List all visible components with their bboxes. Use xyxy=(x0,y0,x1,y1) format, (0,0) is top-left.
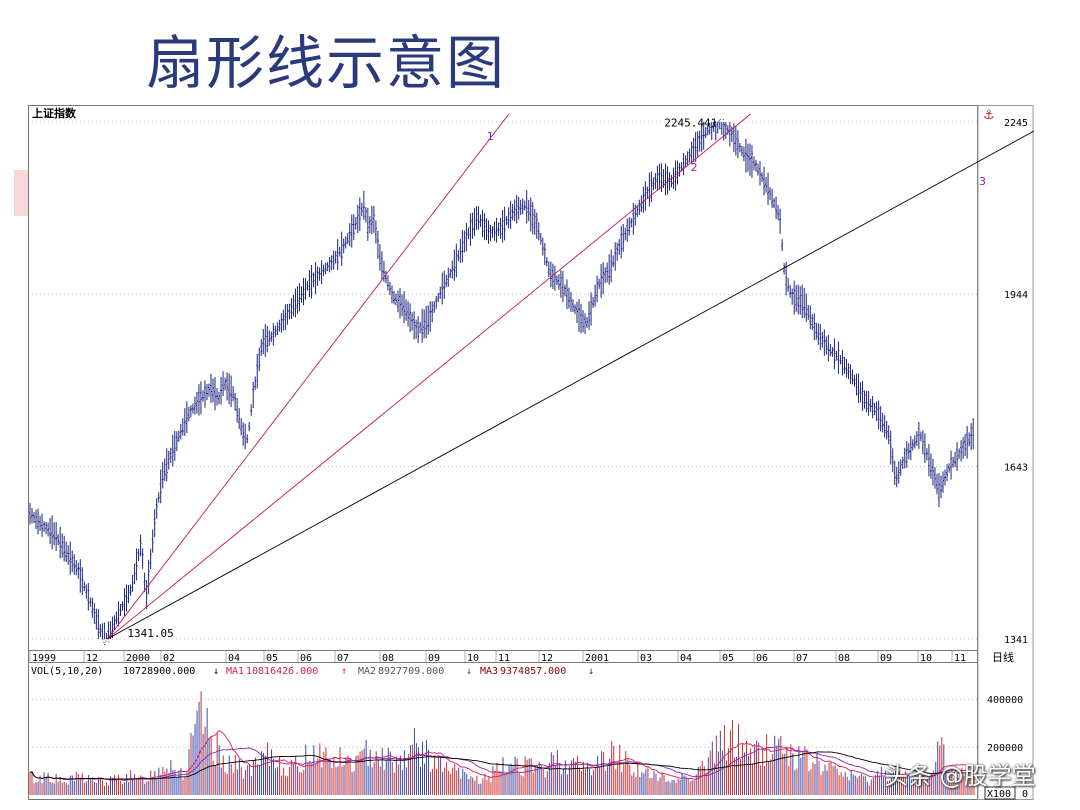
vol-indicator-label: VOL(5,10,20) xyxy=(31,666,103,677)
x-tick-label: 2000 xyxy=(126,653,150,664)
vol-ma1-value: 10816426.000 xyxy=(246,666,318,677)
x-tick-label: 12 xyxy=(541,653,553,664)
price-panel-frame xyxy=(28,105,978,651)
volume-ma-lines xyxy=(29,730,975,781)
x-tick-label: 07 xyxy=(796,653,808,664)
multiplier-box xyxy=(984,786,1016,800)
multiplier-label: X100 xyxy=(987,789,1011,800)
slide-title: 扇形线示意图 xyxy=(146,29,507,97)
volume-ma-line xyxy=(29,751,974,780)
x-tick-label: 05 xyxy=(266,653,278,664)
fan-line-2 xyxy=(107,113,751,640)
x-tick-label: 11 xyxy=(498,653,510,664)
x-tick-label: 05 xyxy=(722,653,734,664)
vol-ma2-arrow: ↓ xyxy=(466,666,472,677)
x-tick-label: 08 xyxy=(382,653,394,664)
x-tick-label: 04 xyxy=(680,653,692,664)
x-tick-label: 06 xyxy=(756,653,768,664)
x-tick-label: 04 xyxy=(228,653,240,664)
vol-ma2-value: 8927709.000 xyxy=(378,666,444,677)
x-tick-label: 09 xyxy=(428,653,440,664)
watermark: 头条 @股学堂 xyxy=(884,762,1036,790)
vol-tick-label: 200000 xyxy=(987,743,1023,754)
decorative-bar xyxy=(14,170,30,216)
price-tick-label: 2245 xyxy=(1004,118,1028,129)
vol-ma2-name: MA2 xyxy=(358,666,376,677)
volume-bars xyxy=(29,691,975,795)
x-tick-label: 06 xyxy=(300,653,312,664)
vol-ma1-name: MA1 xyxy=(226,666,244,677)
vol-tick-label: 400000 xyxy=(987,695,1023,706)
x-tick-label: 10 xyxy=(467,653,479,664)
candlestick-series xyxy=(29,118,975,646)
vol-value-arrow: ↓ xyxy=(213,666,219,677)
high-point-label: 2245.441 xyxy=(664,117,717,130)
fan-lines: 1 2 3 xyxy=(107,113,1034,640)
vol-value: 10728900.000 xyxy=(123,666,195,677)
x-tick-label: 03 xyxy=(640,653,652,664)
vol-ma3-value: 9374857.000 xyxy=(500,666,566,677)
fan-line-label: 2 xyxy=(691,161,698,174)
vol-zero-label: 0 xyxy=(1022,789,1028,800)
fan-line-label: 1 xyxy=(487,130,494,143)
right-axis-frame xyxy=(977,105,1034,800)
x-tick-label: 02 xyxy=(163,653,175,664)
chart-title: 上证指数 xyxy=(32,106,77,120)
volume-header: VOL(5,10,20) 10728900.000 ↓ MA1 10816426… xyxy=(31,666,594,677)
x-tick-label: 07 xyxy=(337,653,349,664)
x-axis: 1999 12 2000 02 04 05 06 07 08 09 10 11 12 2001 03 04 05… xyxy=(29,651,966,664)
fan-line-1 xyxy=(107,113,510,640)
period-label: 日线 xyxy=(992,650,1014,664)
price-tick-label: 1341 xyxy=(1004,635,1028,646)
x-tick-label: 2001 xyxy=(585,653,609,664)
x-tick-label: 09 xyxy=(880,653,892,664)
x-tick-label: 12 xyxy=(86,653,98,664)
x-tick-label: 08 xyxy=(838,653,850,664)
price-tick-label: 1643 xyxy=(1004,462,1028,473)
fan-line-label: 3 xyxy=(979,175,986,188)
x-tick-label: 1999 xyxy=(32,653,56,664)
low-point-label: 1341.05 xyxy=(127,627,173,640)
vol-ma3-arrow: ↓ xyxy=(588,666,594,677)
volume-axis: 400000 200000 xyxy=(28,695,1023,754)
price-tick-label: 1944 xyxy=(1004,290,1028,301)
fan-line-3 xyxy=(107,130,1034,640)
anchor-icon: ⚓ xyxy=(983,108,995,123)
x-tick-label: 11 xyxy=(954,653,966,664)
vol-ma3-name: MA3 xyxy=(480,666,498,677)
price-axis: 2245 1944 1643 1341 xyxy=(1004,118,1028,646)
x-tick-label: 10 xyxy=(920,653,932,664)
price-annotations: 1341.05 2245.441 xyxy=(127,117,717,640)
volume-ma-line xyxy=(29,730,975,781)
vol-ma1-arrow: ↑ xyxy=(341,666,347,677)
volume-ma-line xyxy=(29,745,975,781)
